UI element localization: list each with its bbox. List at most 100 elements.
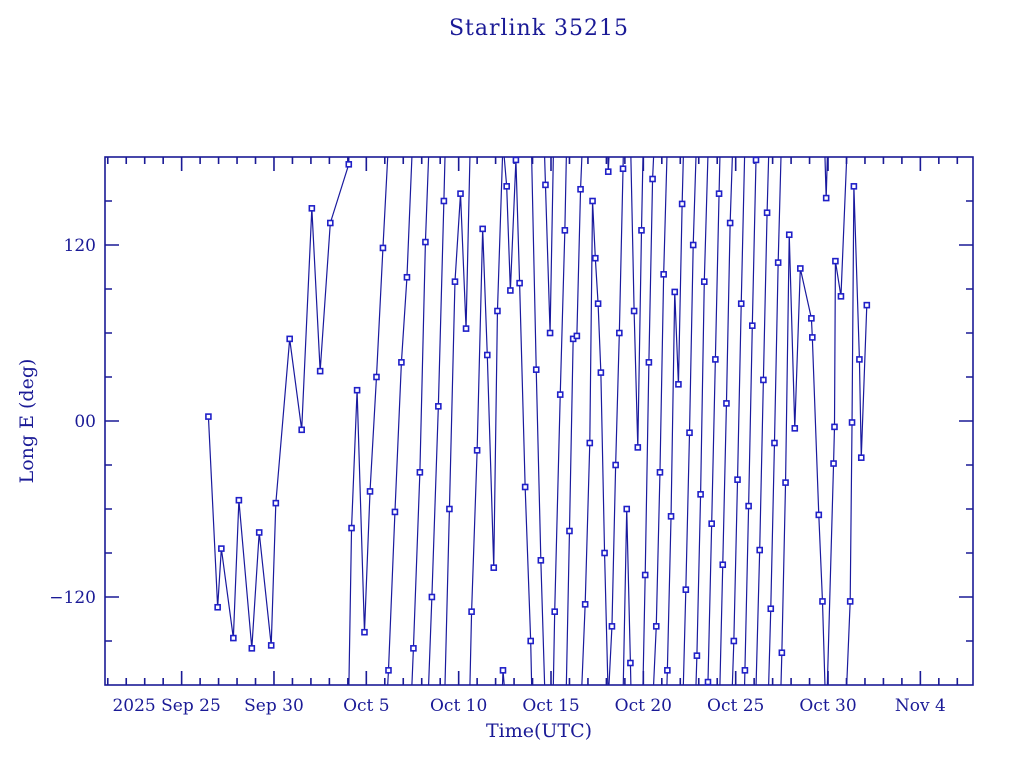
data-point-marker [737,300,745,307]
data-point-marker [205,413,212,420]
data-point-marker [846,598,854,605]
data-point-marker [723,400,730,407]
data-point-marker [499,667,507,674]
data-point-marker [667,513,675,520]
data-point-marker [308,205,316,212]
chart-title: Starlink 35215 [448,16,630,41]
data-point-marker [697,491,704,498]
data-point-marker [366,488,374,495]
data-point-marker [327,219,334,227]
data-point-marker [410,645,417,652]
data-point-marker [468,608,475,615]
data-point-marker [566,527,573,535]
data-point-marker [863,301,871,309]
data-point-marker [440,197,448,205]
data-point-marker [527,637,534,645]
data-point-marker [785,231,793,239]
x-axis-tick-label: Oct 25 [707,696,764,716]
data-point-marker [272,499,280,507]
data-point-marker [512,156,520,164]
data-point-marker [218,545,225,552]
x-axis-tick-label: 2025 Sep 25 [112,696,220,716]
x-axis-tick-label: Nov 4 [895,696,946,716]
data-point-marker [353,386,361,394]
data-point-marker [473,447,481,454]
data-point-marker [857,454,865,461]
data-point-marker [592,254,599,262]
data-point-marker [391,508,399,516]
data-point-marker [577,185,584,193]
data-point-marker [361,628,368,636]
data-point-marker [749,322,756,329]
data-point-marker [678,200,686,208]
data-point-marker [627,659,634,667]
data-point-marker [594,300,602,307]
data-point-marker [403,273,411,281]
data-point-marker [286,335,293,343]
x-axis-tick-label: Oct 5 [343,696,390,716]
data-point-marker [771,439,778,447]
data-point-marker [664,667,671,674]
data-point-marker [756,546,763,554]
data-point-marker [542,181,549,189]
data-point-marker [483,351,491,359]
data-point-marker [516,279,523,287]
data-point-marker [214,603,221,611]
x-axis-title: Time(UTC) [485,720,593,742]
data-point-marker [446,505,453,513]
data-point-marker [623,505,631,513]
data-point-marker [815,511,823,519]
data-point-marker [422,238,429,246]
data-point-marker [797,265,804,272]
data-point-marker [532,366,540,373]
data-point-marker [612,461,619,469]
data-point-marker [719,561,727,569]
data-point-marker [379,244,387,252]
data-point-marker [537,557,545,564]
data-point-marker [686,429,693,437]
data-point-marker [385,667,392,674]
data-point-marker [634,444,642,451]
data-point-marker [675,381,682,388]
data-point-marker [704,678,712,686]
data-point-marker [551,608,558,615]
data-point-marker [700,278,708,285]
data-point-marker [831,423,838,431]
data-point-marker [451,278,459,285]
data-point-marker [619,165,627,173]
x-axis-tick-label: Oct 10 [430,696,487,716]
data-point-marker [494,307,501,315]
data-point-marker [689,241,697,249]
data-point-marker [255,529,263,536]
data-point-marker [345,161,353,168]
data-point-marker [830,460,837,467]
y-axis-title-text: Long E (deg) [16,358,38,484]
data-point-marker [230,634,237,642]
data-point-marker [267,642,275,649]
data-point-marker [479,225,486,233]
data-point-marker [589,197,596,205]
data-point-marker [630,307,638,315]
data-point-marker [645,359,653,366]
data-point-marker [581,601,589,608]
data-point-marker [837,293,845,300]
x-axis-tick-label: Oct 20 [615,696,672,716]
data-point-marker [616,329,623,337]
data-point-marker [808,315,815,322]
data-point-marker [597,369,605,376]
y-axis-tick-label: 00 [74,412,96,432]
data-point-marker [856,356,863,363]
axis-ticks [105,157,973,685]
x-axis-tick-label: Oct 30 [799,696,856,716]
data-point-marker [850,183,858,190]
data-point-marker [822,194,830,202]
data-point-marker [760,376,767,384]
data-point-marker [546,329,554,337]
data-point-marker [763,209,771,217]
data-point-marker [248,645,256,652]
data-point-marker [782,479,789,486]
data-point-marker [752,156,760,164]
data-point-marker [641,571,649,579]
data-point-marker [767,605,775,613]
